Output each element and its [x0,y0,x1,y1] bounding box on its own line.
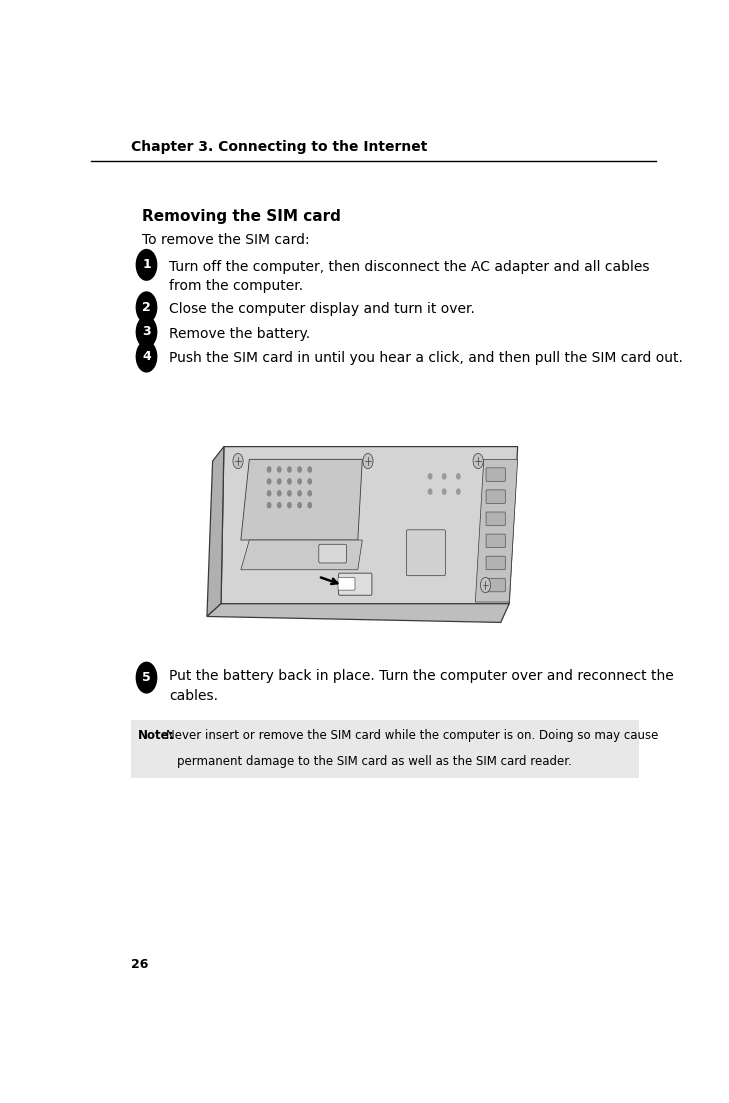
Text: Close the computer display and turn it over.: Close the computer display and turn it o… [169,302,475,317]
Text: 1: 1 [142,258,151,271]
Circle shape [288,491,291,496]
Circle shape [288,467,291,472]
Circle shape [278,491,281,496]
Text: 5: 5 [142,671,151,684]
Circle shape [268,467,270,472]
Circle shape [288,503,291,507]
FancyBboxPatch shape [486,468,505,481]
Circle shape [473,453,483,469]
Text: Turn off the computer, then disconnect the AC adapter and all cables
from the co: Turn off the computer, then disconnect t… [169,260,650,293]
Text: 4: 4 [142,350,151,363]
Circle shape [308,491,311,496]
Polygon shape [475,459,518,602]
Text: 3: 3 [142,325,151,339]
Circle shape [136,249,157,280]
Circle shape [480,577,491,592]
FancyBboxPatch shape [486,512,505,526]
Circle shape [298,503,301,507]
Circle shape [268,503,270,507]
Circle shape [288,479,291,484]
Text: Put the battery back in place. Turn the computer over and reconnect the
cables.: Put the battery back in place. Turn the … [169,670,674,703]
Circle shape [298,467,301,472]
Circle shape [298,479,301,484]
Circle shape [298,491,301,496]
Text: permanent damage to the SIM card as well as the SIM card reader.: permanent damage to the SIM card as well… [177,754,572,768]
Text: To remove the SIM card:: To remove the SIM card: [142,233,310,247]
Text: Note:: Note: [138,729,174,741]
Polygon shape [241,459,362,540]
Circle shape [456,489,460,494]
FancyBboxPatch shape [486,556,505,570]
FancyBboxPatch shape [130,720,639,778]
Circle shape [233,453,243,469]
FancyBboxPatch shape [406,529,445,576]
Circle shape [363,453,373,469]
Circle shape [268,491,270,496]
Circle shape [456,474,460,479]
Text: Never insert or remove the SIM card while the computer is on. Doing so may cause: Never insert or remove the SIM card whil… [165,729,658,741]
Circle shape [136,662,157,693]
FancyBboxPatch shape [486,578,505,592]
Circle shape [268,479,270,484]
Circle shape [443,489,446,494]
Polygon shape [221,447,518,603]
Text: Removing the SIM card: Removing the SIM card [142,208,341,224]
Circle shape [308,503,311,507]
Circle shape [308,467,311,472]
Circle shape [278,479,281,484]
Circle shape [136,317,157,347]
Polygon shape [207,603,509,622]
Text: Remove the battery.: Remove the battery. [169,326,311,341]
FancyBboxPatch shape [338,574,372,596]
Polygon shape [207,447,224,617]
FancyBboxPatch shape [319,544,346,563]
Circle shape [308,479,311,484]
Circle shape [429,489,432,494]
Circle shape [136,292,157,322]
Circle shape [443,474,446,479]
FancyBboxPatch shape [486,534,505,548]
Text: Chapter 3. Connecting to the Internet: Chapter 3. Connecting to the Internet [130,140,427,153]
FancyBboxPatch shape [338,577,355,590]
Text: 2: 2 [142,301,151,314]
Circle shape [136,341,157,372]
Circle shape [429,474,432,479]
Polygon shape [241,540,362,570]
Text: 26: 26 [130,959,148,972]
Circle shape [278,503,281,507]
Circle shape [278,467,281,472]
Text: Push the SIM card in until you hear a click, and then pull the SIM card out.: Push the SIM card in until you hear a cl… [169,352,683,365]
FancyBboxPatch shape [486,490,505,503]
